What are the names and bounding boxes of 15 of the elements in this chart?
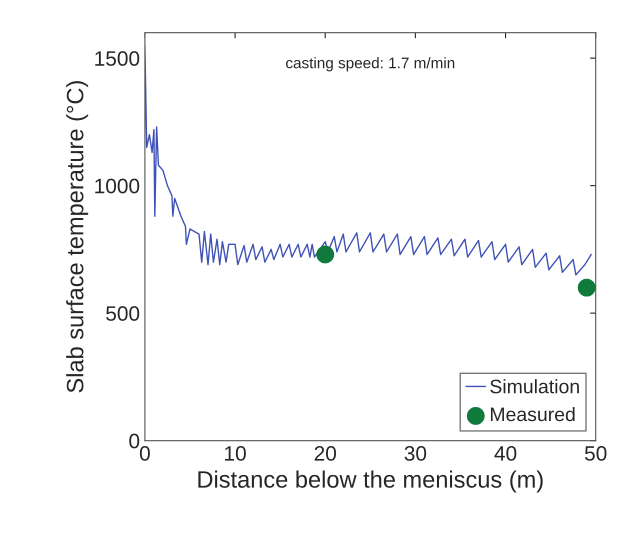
x-tick-label: 10 — [225, 446, 246, 461]
legend-label: Measured — [490, 406, 575, 422]
y-tick-label: 0 — [129, 434, 140, 448]
y-axis-title: Slab surface temperature (°C) — [66, 81, 88, 392]
x-tick-label: 30 — [404, 446, 426, 461]
legend-label: Simulation — [490, 379, 579, 394]
y-tick-label: 1500 — [95, 51, 140, 66]
x-axis-title: Distance below the meniscus (m) — [198, 470, 543, 492]
x-tick-label: 40 — [494, 446, 516, 461]
x-tick-label: 20 — [314, 446, 336, 461]
x-tick-label: 0 — [140, 446, 150, 461]
y-tick-label: 1000 — [95, 178, 140, 194]
annotation: casting speed: 1.7 m/min — [286, 57, 454, 72]
y-tick-label: 500 — [106, 306, 140, 321]
x-tick-label: 50 — [584, 446, 606, 461]
